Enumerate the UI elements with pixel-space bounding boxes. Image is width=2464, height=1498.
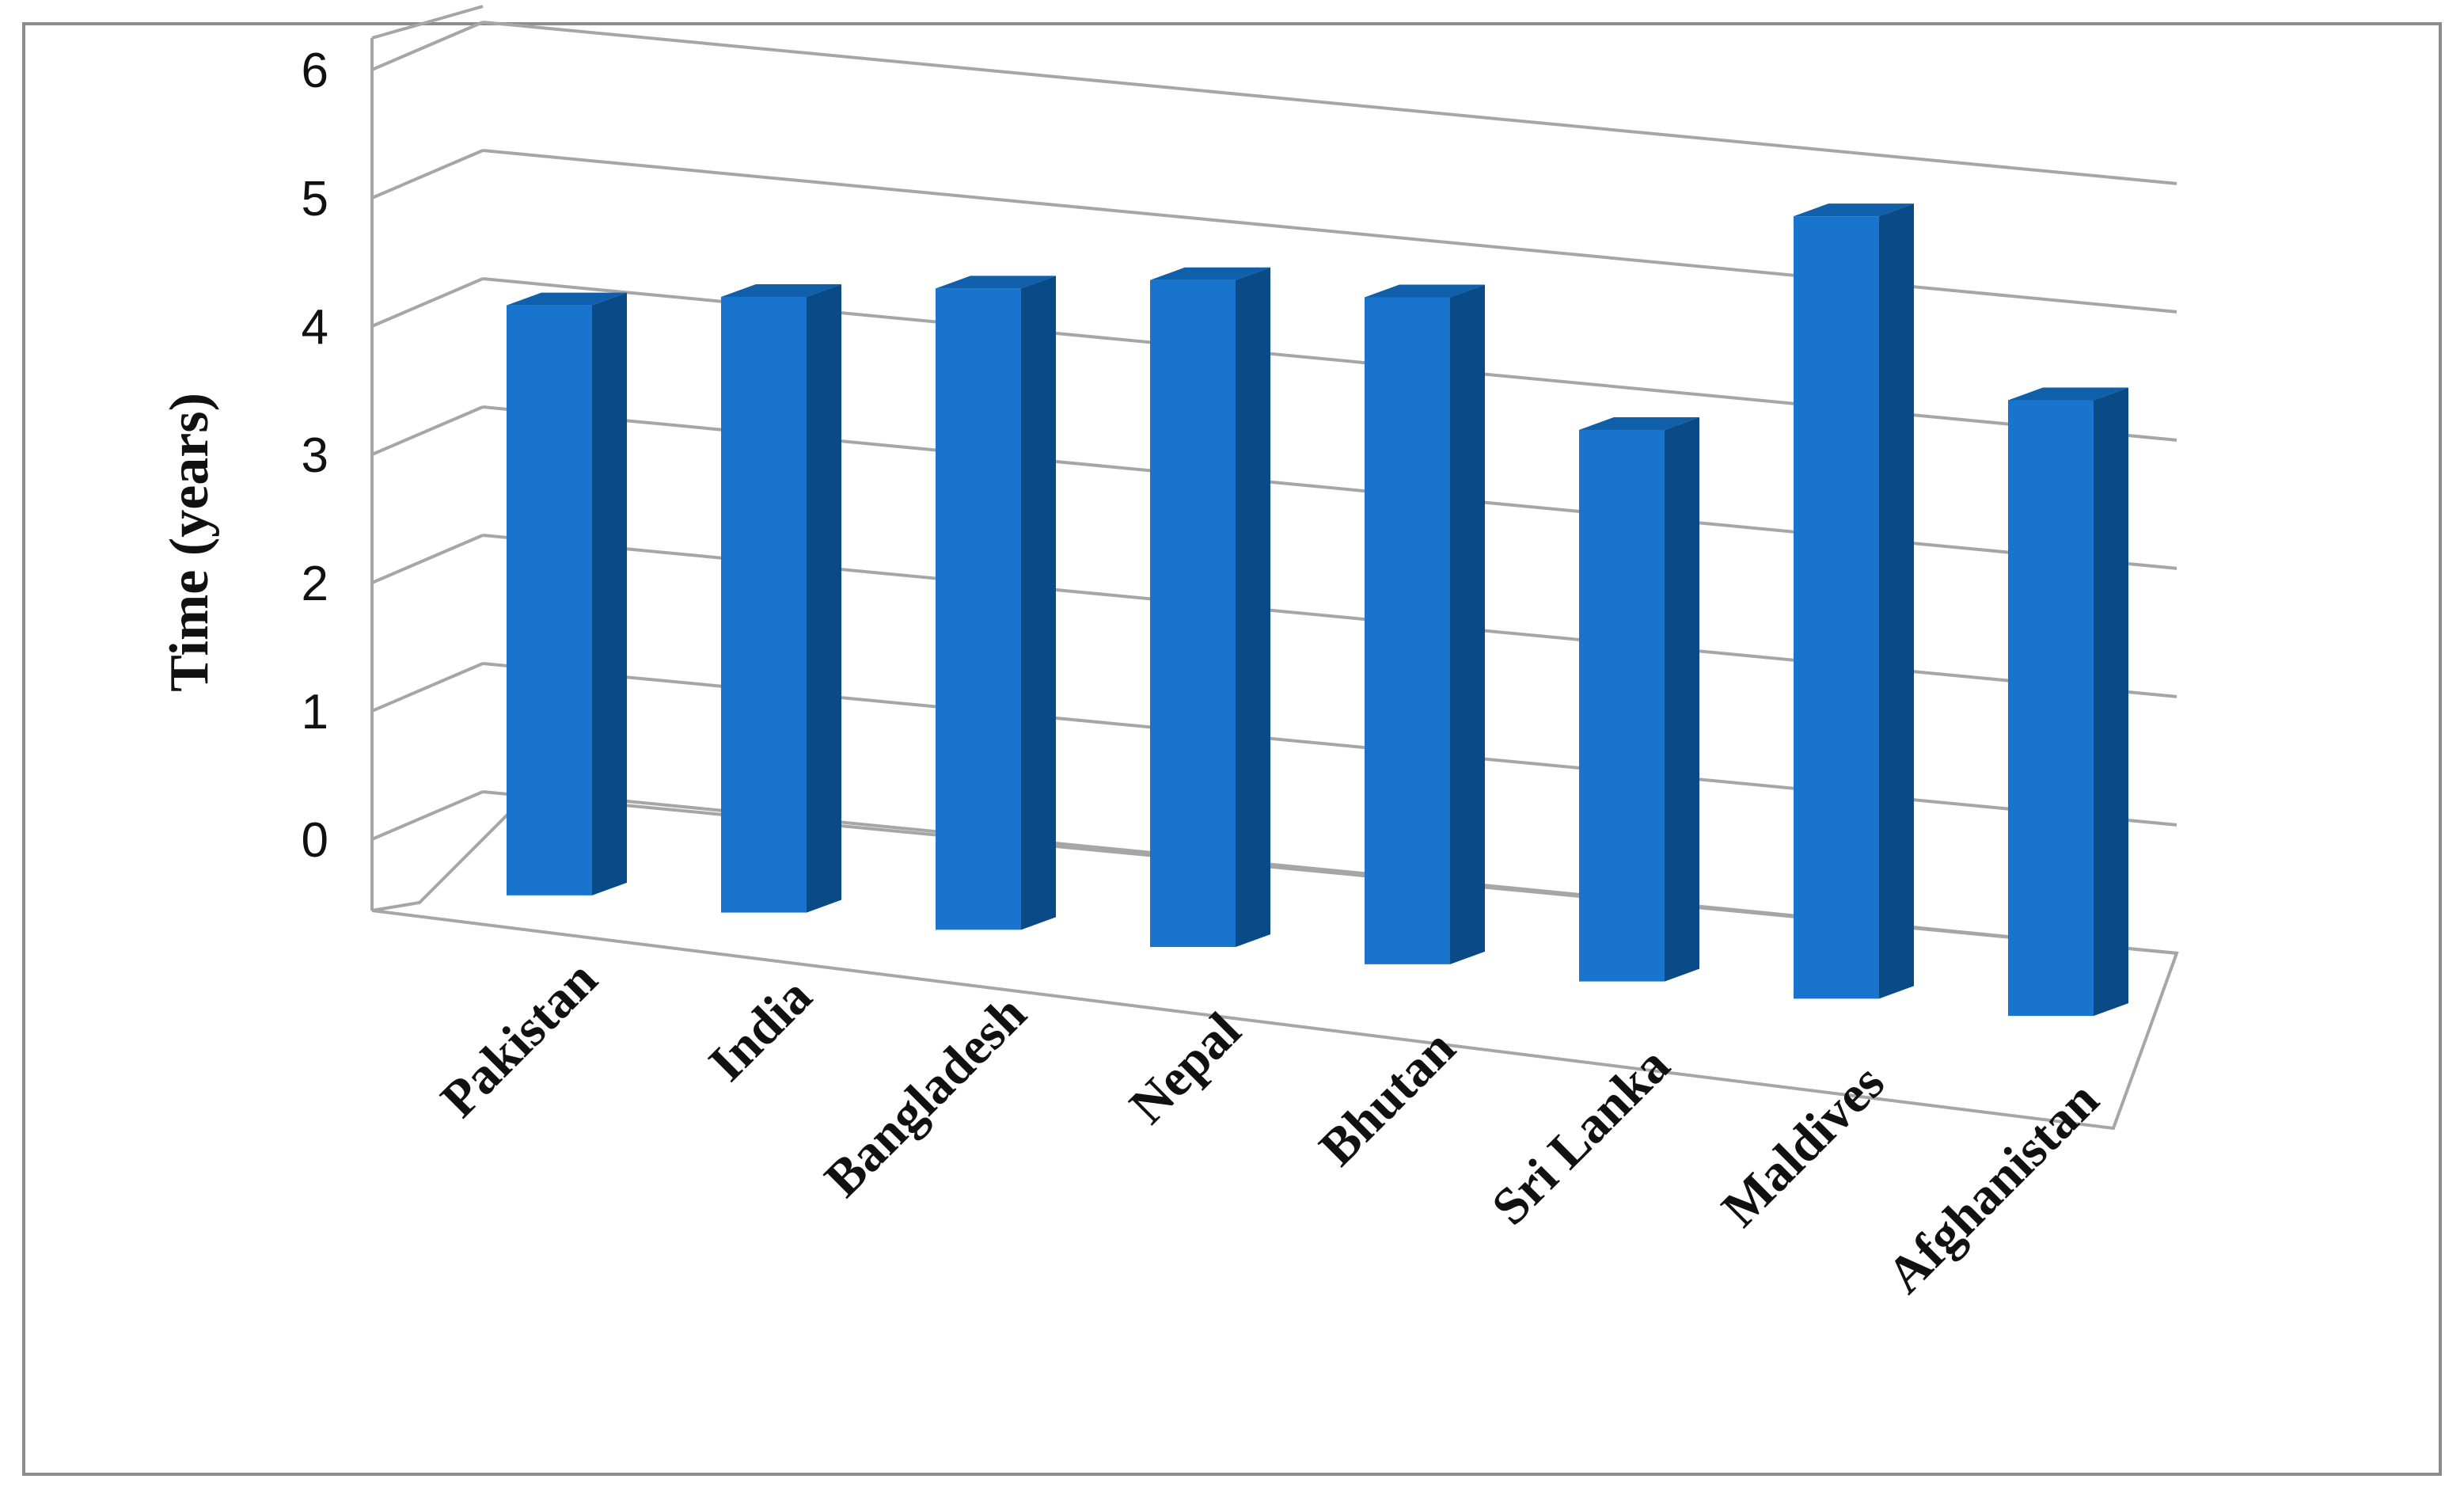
bar-side bbox=[1879, 203, 1914, 999]
gridline-side bbox=[371, 405, 484, 456]
gridline-side bbox=[371, 149, 484, 200]
bar-side bbox=[592, 292, 627, 895]
bar-front bbox=[507, 305, 592, 895]
bar-front bbox=[1365, 297, 1450, 964]
bar-side bbox=[1236, 267, 1270, 948]
y-tick-label: 0 bbox=[302, 813, 328, 868]
bar-side bbox=[807, 283, 841, 913]
gridline bbox=[482, 21, 2177, 185]
side-wall-top bbox=[371, 5, 484, 40]
gridline-side bbox=[371, 662, 484, 713]
y-tick-label: 3 bbox=[302, 428, 328, 483]
gridline-side bbox=[371, 277, 484, 328]
bar bbox=[936, 276, 1056, 930]
bar-front bbox=[2008, 400, 2094, 1017]
y-tick-label: 5 bbox=[302, 172, 328, 226]
gridline-side bbox=[371, 534, 484, 584]
bar-front bbox=[1794, 216, 1879, 999]
bar bbox=[721, 283, 841, 913]
bar-top bbox=[1150, 267, 1270, 280]
bar bbox=[1579, 417, 1699, 982]
y-axis-label: Time (years) bbox=[159, 393, 220, 692]
bar-top bbox=[1794, 203, 1914, 217]
bar-side bbox=[1021, 276, 1056, 930]
bar bbox=[507, 292, 627, 895]
bar-top bbox=[936, 276, 1056, 289]
bar-top bbox=[2008, 387, 2128, 401]
bar-side bbox=[1450, 284, 1485, 964]
bar-side bbox=[1665, 417, 1699, 982]
bar-top bbox=[1579, 417, 1699, 431]
bar-side bbox=[2094, 387, 2128, 1017]
gridline-side bbox=[371, 21, 484, 71]
bar bbox=[1794, 203, 1914, 999]
y-axis-ticks: 0 1 2 3 4 5 6 bbox=[302, 44, 328, 868]
y-tick-label: 4 bbox=[302, 300, 328, 355]
bar-top bbox=[721, 283, 841, 297]
bar bbox=[2008, 387, 2128, 1017]
y-tick-label: 2 bbox=[302, 557, 328, 611]
bar-front bbox=[936, 288, 1021, 930]
bar-top bbox=[1365, 284, 1485, 298]
bar-top bbox=[507, 292, 627, 306]
y-tick-label: 6 bbox=[302, 44, 328, 98]
y-tick-label: 1 bbox=[302, 685, 328, 739]
gridline-side bbox=[371, 790, 484, 841]
bar bbox=[1365, 284, 1485, 964]
bar-front bbox=[1150, 279, 1236, 948]
bar-front bbox=[721, 296, 807, 913]
bars bbox=[507, 203, 2128, 1017]
bar-front bbox=[1579, 430, 1665, 982]
bar bbox=[1150, 267, 1270, 948]
